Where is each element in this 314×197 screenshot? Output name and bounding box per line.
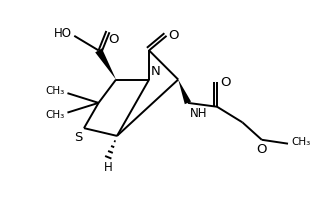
Text: O: O — [220, 76, 230, 89]
Text: O: O — [257, 143, 267, 156]
Text: H: H — [104, 161, 113, 174]
Polygon shape — [178, 80, 191, 104]
Text: O: O — [169, 29, 179, 42]
Text: CH₃: CH₃ — [45, 86, 65, 96]
Text: CH₃: CH₃ — [291, 137, 310, 147]
Polygon shape — [95, 48, 116, 80]
Text: N: N — [151, 65, 161, 78]
Text: O: O — [108, 33, 119, 46]
Text: S: S — [74, 131, 82, 144]
Text: CH₃: CH₃ — [45, 110, 65, 120]
Text: HO: HO — [54, 27, 72, 40]
Text: NH: NH — [190, 107, 207, 120]
